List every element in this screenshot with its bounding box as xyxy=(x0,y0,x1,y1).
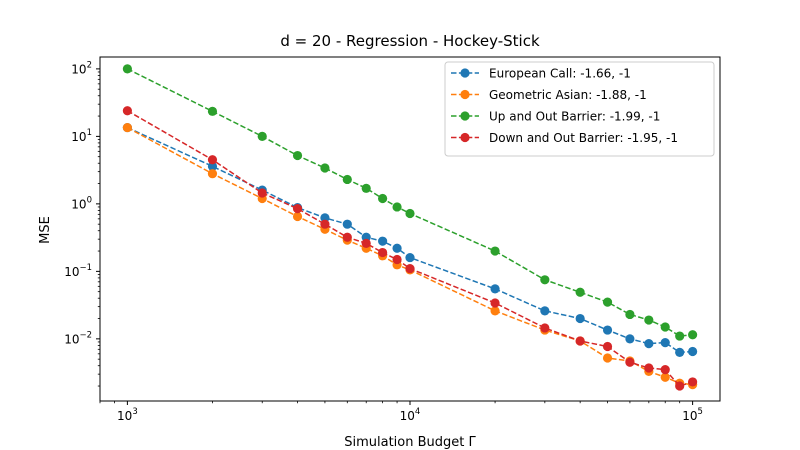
legend: European Call: -1.66, -1 Geometric Asian:… xyxy=(444,61,715,157)
data-point xyxy=(625,357,635,367)
data-point xyxy=(405,252,415,263)
data-point xyxy=(361,183,371,193)
data-point xyxy=(675,347,685,357)
data-point xyxy=(257,188,267,198)
data-point xyxy=(378,247,388,258)
data-point xyxy=(675,381,685,391)
data-point xyxy=(602,341,613,352)
data-point xyxy=(575,313,585,324)
legend-marker xyxy=(460,132,470,143)
data-point xyxy=(378,193,388,204)
data-point xyxy=(644,339,654,349)
data-point xyxy=(207,169,218,179)
legend-entry: Up and Out Barrier: -1.99, -1 xyxy=(451,110,660,124)
data-point xyxy=(405,208,415,219)
x-tick-label: 105 xyxy=(682,407,703,423)
legend-entry: Geometric Asian: -1.88, -1 xyxy=(451,88,647,102)
data-point xyxy=(660,365,670,375)
data-point xyxy=(688,377,698,387)
data-point xyxy=(122,64,132,74)
data-point xyxy=(675,331,685,341)
data-point xyxy=(378,236,388,246)
data-point xyxy=(292,204,303,214)
y-tick-label: 100 xyxy=(71,195,92,211)
data-point xyxy=(602,297,613,307)
x-tick-label: 103 xyxy=(117,407,138,423)
legend-label: European Call: -1.66, -1 xyxy=(489,67,631,81)
data-point xyxy=(405,263,415,274)
series-4 xyxy=(122,106,698,391)
data-point xyxy=(292,211,303,222)
data-point xyxy=(490,298,500,308)
legend-marker xyxy=(460,68,470,78)
data-point xyxy=(392,254,402,265)
legend-label: Up and Out Barrier: -1.99, -1 xyxy=(489,110,660,124)
plot-area xyxy=(122,64,698,391)
data-point xyxy=(625,309,635,320)
data-point xyxy=(392,202,402,212)
legend-box xyxy=(444,61,715,157)
data-point xyxy=(540,323,550,333)
series-3 xyxy=(122,64,698,341)
data-point xyxy=(257,131,267,141)
data-point xyxy=(292,150,303,161)
data-point xyxy=(625,334,635,344)
data-point xyxy=(660,372,670,382)
data-point xyxy=(602,353,613,363)
y-tick-label: 101 xyxy=(71,128,92,144)
data-point xyxy=(320,213,330,223)
data-point xyxy=(575,336,585,346)
legend-entry: European Call: -1.66, -1 xyxy=(451,67,631,81)
data-point xyxy=(361,238,371,248)
data-point xyxy=(688,346,698,357)
data-point xyxy=(490,246,500,256)
legend-marker xyxy=(460,111,470,121)
data-point xyxy=(122,122,132,133)
data-point xyxy=(540,306,550,316)
y-tick-label: 10−1 xyxy=(64,263,92,279)
data-point xyxy=(207,161,218,171)
y-tick-label: 102 xyxy=(71,60,92,76)
x-tick-label: 104 xyxy=(400,407,421,423)
legend-label: Geometric Asian: -1.88, -1 xyxy=(489,88,647,102)
y-axis-label: MSE xyxy=(38,216,53,244)
data-point xyxy=(644,363,654,373)
legend-entry: Down and Out Barrier: -1.95, -1 xyxy=(451,131,678,145)
data-point xyxy=(660,322,670,332)
legend-label: Down and Out Barrier: -1.95, -1 xyxy=(489,131,678,145)
data-point xyxy=(342,174,352,185)
data-point xyxy=(540,275,550,285)
legend-marker xyxy=(460,89,470,100)
data-point xyxy=(207,155,218,165)
data-point xyxy=(342,219,352,229)
data-point xyxy=(320,219,330,229)
data-point xyxy=(660,338,670,348)
data-point xyxy=(490,284,500,294)
data-point xyxy=(490,306,500,316)
data-point xyxy=(688,330,698,340)
chart-title: d = 20 - Regression - Hockey-Stick xyxy=(280,32,540,50)
data-point xyxy=(207,106,218,116)
data-point xyxy=(575,287,585,297)
data-point xyxy=(122,106,132,116)
data-point xyxy=(644,315,654,325)
data-point xyxy=(392,243,402,253)
y-tick-label: 10−2 xyxy=(64,330,92,346)
data-point xyxy=(320,163,330,173)
x-axis-label: Simulation Budget Γ xyxy=(344,435,476,450)
data-point xyxy=(342,232,352,242)
data-point xyxy=(602,325,613,335)
